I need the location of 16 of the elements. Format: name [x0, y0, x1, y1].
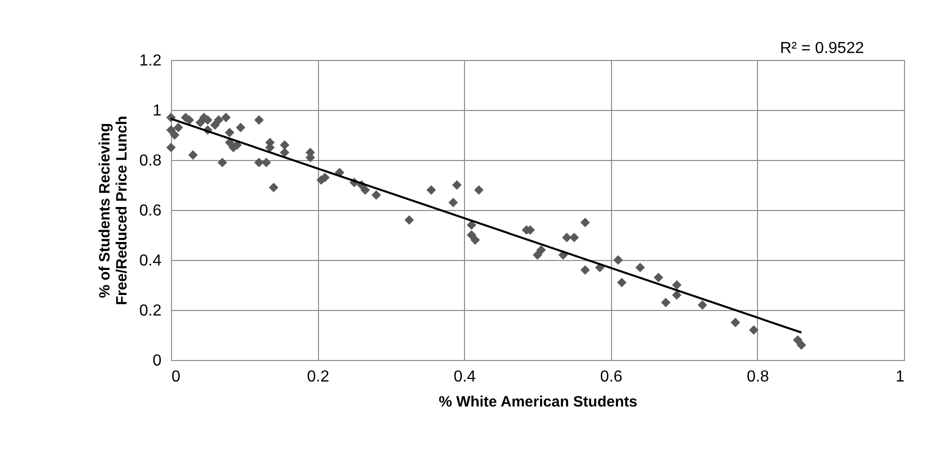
x-tick-label: 0 [172, 368, 180, 386]
y-tick-label: 1 [152, 102, 162, 120]
y-axis-title: % of Students Recieving Free/Reduced Price Lunch [96, 116, 130, 306]
y-tick-label: 0.4 [139, 252, 162, 270]
text: R² = 0.9522 [780, 40, 864, 57]
y-tick-label: 0.2 [139, 302, 162, 320]
x-tick-label: 0.2 [306, 368, 330, 386]
x-axis-title: % White American Students [438, 394, 638, 410]
y-tick-label: 0 [152, 352, 162, 370]
y-tick-label: 1.2 [139, 52, 162, 70]
x-tick-label: 0.4 [454, 368, 476, 386]
y-tick-label: 0.6 [139, 202, 162, 220]
x-tick-label: 0.8 [746, 368, 770, 386]
x-tick-label: 0.6 [600, 368, 623, 386]
x-tick-label: 1 [896, 368, 905, 386]
y-tick-label: 0.8 [139, 152, 162, 170]
